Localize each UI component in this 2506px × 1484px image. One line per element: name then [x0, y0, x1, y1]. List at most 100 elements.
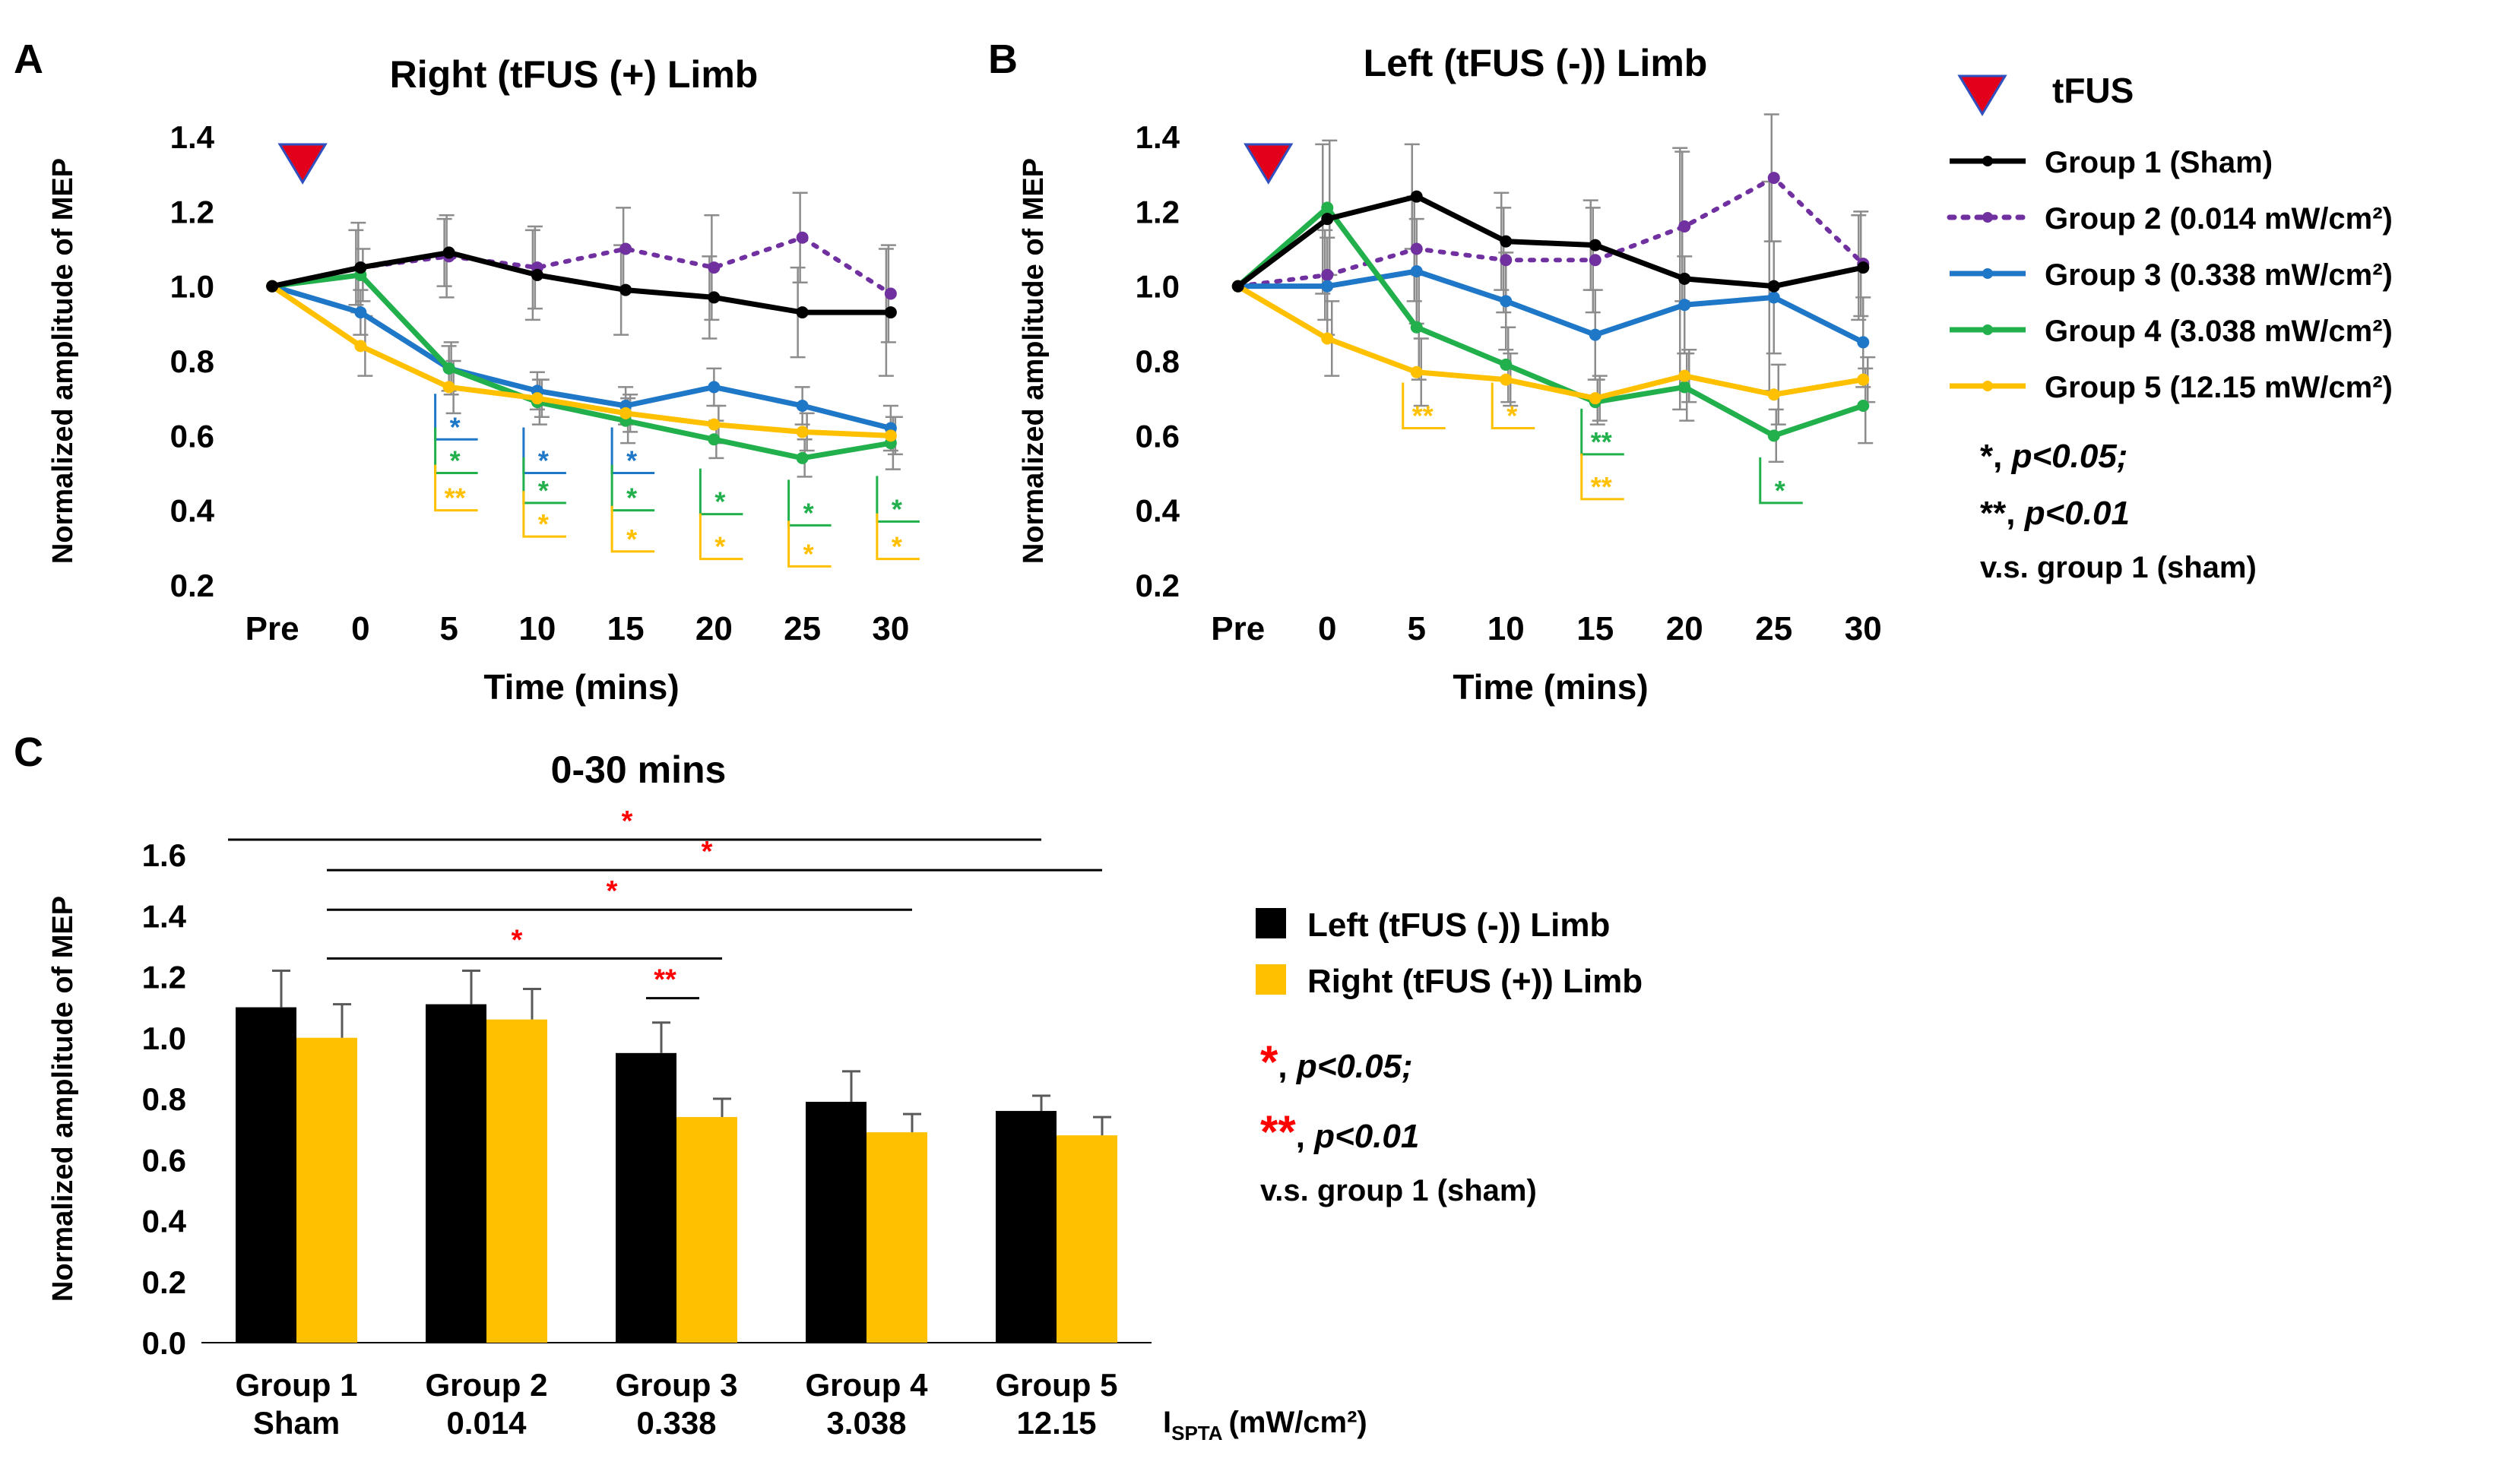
- y-tick-a: 0.8: [170, 343, 214, 379]
- sig-star-c: *: [622, 805, 633, 837]
- y-tick-c: 0.4: [142, 1204, 187, 1239]
- y-tick-b: 1.4: [1136, 119, 1180, 155]
- data-point-group-1-b: [1767, 280, 1780, 293]
- legend-marker-group-4: [1982, 324, 1993, 335]
- tfus-marker-icon: [1243, 143, 1294, 185]
- y-tick-c: 0.2: [142, 1264, 186, 1300]
- y-tick-b: 0.2: [1136, 568, 1180, 603]
- svg-text:*, p<0.05;: *, p<0.05;: [1980, 438, 2127, 475]
- data-point-group-5-b: [1321, 332, 1334, 345]
- x-tick-a: 20: [695, 610, 733, 647]
- sig-legend-top-star: *: [1980, 438, 1994, 475]
- data-point-group-1-a: [708, 291, 721, 304]
- data-point-group-1-a: [619, 283, 632, 296]
- data-point-group-5-a: [884, 429, 897, 442]
- sig-star-c: **: [654, 964, 676, 996]
- sig-legend-bottom: *, p<0.05; **, p<0.01 v.s. group 1 (sham…: [1260, 1036, 1537, 1207]
- sig-legend-bottom-vs: v.s. group 1 (sham): [1260, 1174, 1537, 1207]
- data-point-group-2-a: [884, 287, 897, 300]
- sig-star-a: *: [538, 475, 549, 506]
- series-line-group-5-a: [271, 283, 892, 438]
- series-line-group-1-b: [1236, 194, 1864, 290]
- sig-legend-top-comma2: ,: [2006, 495, 2024, 532]
- sig-star-b: *: [1506, 400, 1517, 432]
- data-point-group-5-b: [1767, 388, 1780, 401]
- bar-legend-swatch-right: [1256, 964, 1286, 995]
- series-line-group-1-a: [271, 249, 891, 315]
- y-tick-c: 1.4: [142, 898, 187, 934]
- data-point-group-2-b: [1767, 172, 1780, 185]
- sig-star-b: **: [1591, 471, 1612, 502]
- data-point-group-3-a: [796, 400, 809, 412]
- sig-legend-bottom-comma: ,: [1278, 1048, 1296, 1085]
- data-point-group-5-b: [1857, 373, 1870, 386]
- x-tick-b: 30: [1845, 610, 1882, 647]
- data-point-group-1-a: [531, 268, 543, 281]
- legend-label-group-4: Group 4 (3.038 mW/cm²): [2045, 315, 2393, 348]
- data-point-group-1-b: [1589, 239, 1601, 252]
- bar-legend-swatch-left: [1256, 908, 1286, 938]
- sig-legend-bottom-dstar: **: [1260, 1106, 1296, 1157]
- data-point-group-2-b: [1410, 242, 1423, 255]
- bar-left-group-1: [236, 1007, 296, 1343]
- sig-bracket-b: [1402, 382, 1446, 429]
- sig-legend-top-dstar: **: [1980, 495, 2007, 532]
- series-line-group-4-a: [271, 272, 892, 461]
- sig-star-a: *: [714, 531, 725, 562]
- sig-star-a: *: [803, 497, 814, 528]
- y-tick-c: 1.6: [142, 837, 186, 873]
- line-legend: tFUS Group 1 (Sham) Group 2 (0.014 mW/cm²…: [1947, 71, 2393, 404]
- bar-legend-label-right: Right (tFUS (+)) Limb: [1307, 963, 1643, 1000]
- sig-bracket-a: [699, 513, 743, 561]
- y-tick-b: 0.8: [1136, 343, 1180, 379]
- x-tick-value-c: 3.038: [826, 1405, 906, 1441]
- svg-text:*, p<0.05;: *, p<0.05;: [1260, 1036, 1413, 1087]
- tfus-marker-icon: [1957, 74, 2007, 116]
- chart-title-c: 0-30 mins: [551, 748, 727, 791]
- sig-legend-top-comma: ,: [1993, 438, 2011, 475]
- panel-label-a: A: [14, 36, 43, 82]
- data-point-group-4-a: [796, 451, 809, 464]
- data-point-group-1-b: [1857, 261, 1870, 274]
- y-tick-a: 1.2: [170, 194, 214, 229]
- sig-bracket-b: [1759, 457, 1803, 505]
- y-tick-b: 1.0: [1136, 269, 1180, 305]
- series-line-group-3-a: [271, 283, 892, 431]
- sig-bracket-a: [610, 505, 655, 553]
- y-tick-a: 0.2: [170, 568, 214, 603]
- bar-right-group-3: [676, 1117, 737, 1343]
- data-point-group-1-b: [1410, 190, 1423, 203]
- bar-right-group-2: [486, 1019, 547, 1343]
- data-point-group-5-a: [442, 381, 455, 394]
- x-tick-group-c: Group 1: [235, 1367, 357, 1403]
- sig-star-a: *: [626, 524, 637, 555]
- data-point-group-5-a: [796, 426, 809, 438]
- x-tick-group-c: Group 4: [805, 1367, 928, 1403]
- legend-marker-group-3: [1982, 268, 1993, 279]
- svg-text:**, p<0.01: **, p<0.01: [1980, 495, 2130, 532]
- data-point-group-5-a: [354, 340, 367, 353]
- chart-title-a: Right (tFUS (+) Limb: [390, 53, 759, 96]
- data-point-group-1-a: [354, 261, 367, 274]
- bar-right-group-5: [1057, 1135, 1117, 1343]
- data-point-group-2-b: [1500, 254, 1513, 267]
- sig-bracket-b: [1491, 382, 1535, 429]
- chart-title-b: Left (tFUS (-)) Limb: [1364, 42, 1708, 84]
- sig-bracket-a: [787, 521, 832, 568]
- data-point-group-3-b: [1857, 336, 1870, 349]
- sig-star-a: *: [892, 493, 902, 524]
- x-tick-b: Pre: [1211, 610, 1265, 647]
- legend-label-group-1: Group 1 (Sham): [2045, 146, 2273, 179]
- data-point-group-3-b: [1321, 280, 1334, 293]
- y-tick-a: 0.4: [170, 493, 215, 529]
- sig-star-b: *: [1775, 475, 1785, 506]
- sig-star-a: *: [803, 538, 814, 569]
- data-point-group-2-a: [619, 242, 632, 255]
- sig-legend-top-vs: v.s. group 1 (sham): [1980, 551, 2257, 584]
- data-point-group-1-a: [266, 280, 279, 293]
- sig-star-b: **: [1412, 400, 1434, 432]
- x-tick-a: 15: [607, 610, 645, 647]
- data-point-group-3-b: [1589, 328, 1601, 341]
- sig-bracket-b: [1580, 453, 1624, 501]
